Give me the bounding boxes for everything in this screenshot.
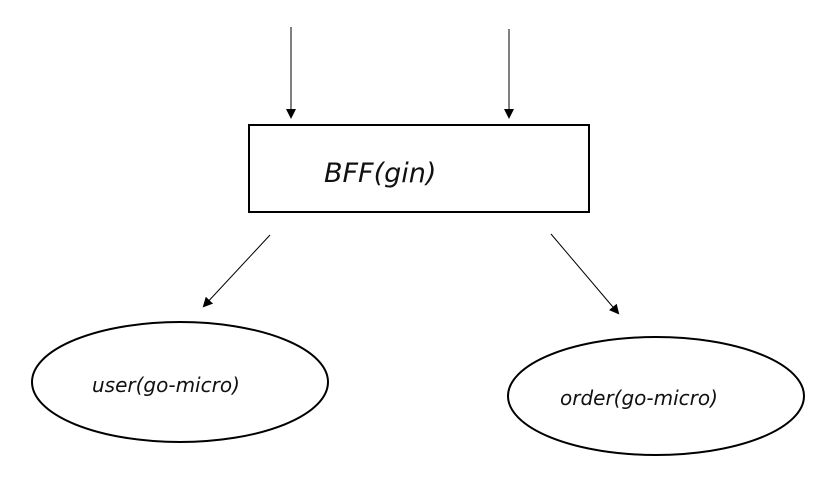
order-service-node: order(go-micro) bbox=[507, 336, 805, 456]
user-service-node: user(go-micro) bbox=[31, 321, 329, 443]
bff-gateway-node: BFF(gin) bbox=[248, 124, 590, 213]
user-service-label: user(go-micro) bbox=[92, 373, 240, 397]
arrow-to-user-service bbox=[202, 234, 271, 308]
arrow-to-order-service bbox=[550, 233, 620, 315]
bff-gateway-label: BFF(gin) bbox=[324, 158, 436, 189]
user-service-ellipse bbox=[31, 321, 329, 443]
order-service-ellipse bbox=[507, 336, 805, 456]
order-service-label: order(go-micro) bbox=[560, 386, 718, 410]
bff-gateway-box bbox=[248, 124, 590, 213]
